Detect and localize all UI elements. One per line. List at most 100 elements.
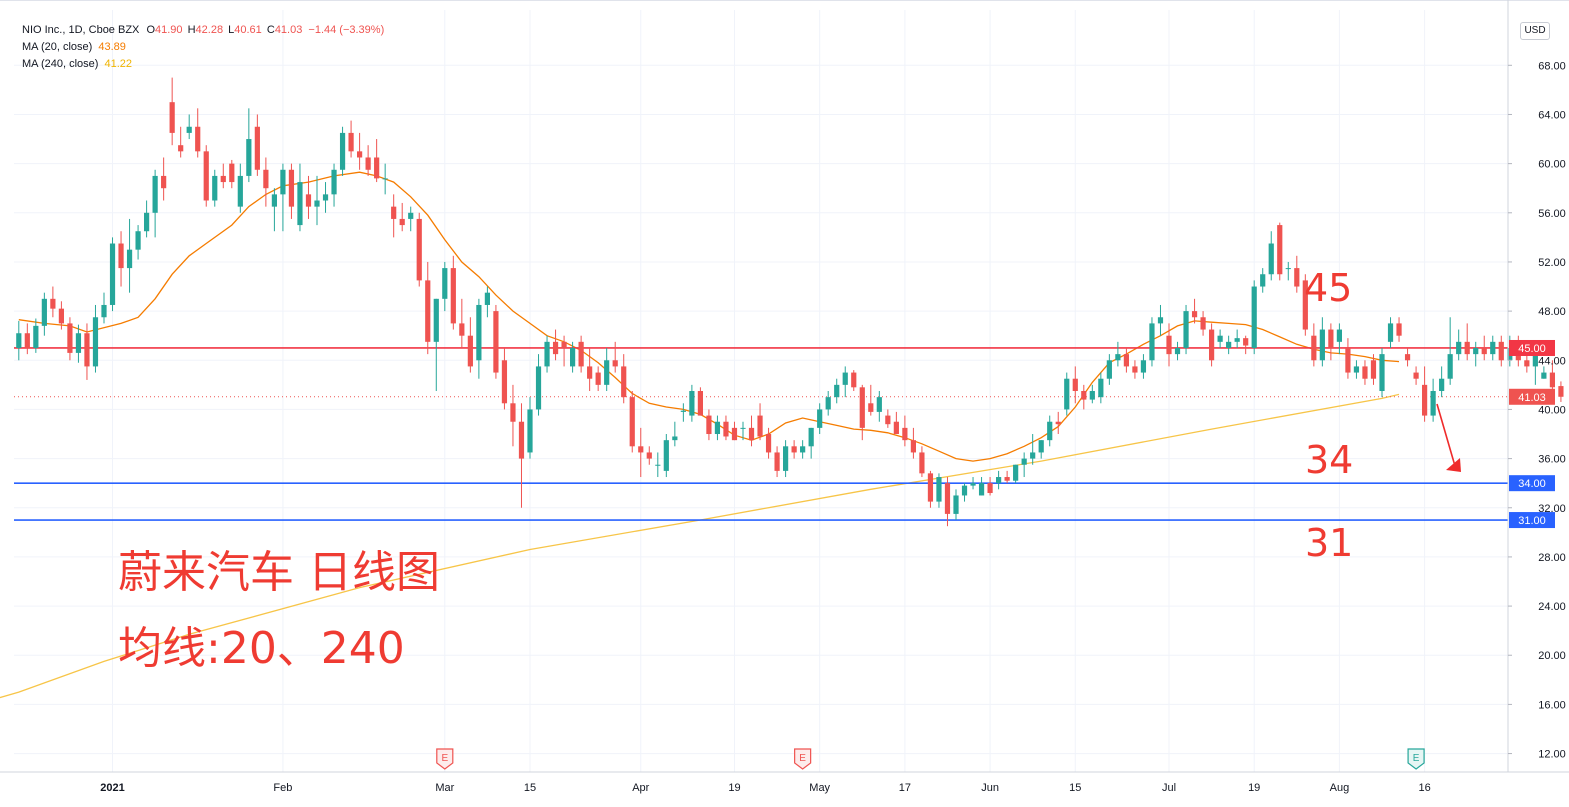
candle [1089,384,1095,404]
candle [212,169,218,207]
candle [1396,317,1402,342]
candle-body [1226,341,1232,348]
time-tick-label: 15 [524,782,536,794]
candle [1277,222,1283,281]
candle [450,255,456,330]
candle-body [740,427,746,429]
candle-body [195,126,201,152]
candle-body [1115,354,1121,361]
candle-body [1140,360,1147,373]
candle [1370,354,1377,385]
candle [1013,464,1019,484]
candle [535,354,542,416]
time-tick-label: 16 [1418,782,1430,794]
candle-body [374,157,380,179]
candle [1166,323,1172,367]
candle [578,335,584,373]
candle [1200,311,1206,336]
candle [399,202,405,232]
candle-body [254,126,260,170]
candle-body [271,194,277,207]
ma240-label: MA (240, close) [22,58,99,70]
price-tick-label: 28.00 [1538,552,1566,564]
candle-body [408,212,414,219]
candle [1541,366,1547,379]
candle [868,384,874,416]
candle-body [118,243,124,269]
candle [1072,366,1078,404]
price-badge [1509,475,1555,492]
candle-body [765,434,772,453]
candle [169,77,175,146]
candle [595,366,601,391]
candle [161,157,167,201]
candle [425,261,431,355]
candle [203,145,209,207]
candle [382,163,388,195]
candle [552,329,559,361]
candle [374,139,380,183]
earnings-marker: E [436,748,454,770]
high-value: 42.28 [195,24,224,36]
candle [706,409,712,441]
candle-body [1285,268,1291,270]
time-tick-label: 19 [728,782,740,794]
candle-body [331,169,337,195]
candle [825,391,831,416]
earnings-marker: E [794,748,812,770]
candle-body [535,366,542,410]
candle-body [416,218,422,281]
candle-body [84,333,90,367]
candle [1558,381,1564,402]
price-badge-label: 45.00 [1518,343,1546,355]
candle-body [663,440,669,471]
candle-body [1447,354,1453,379]
candle-body [1268,243,1274,275]
candle-body [996,477,1002,484]
candle-body [476,304,482,361]
time-tick-label: Aug [1330,782,1350,794]
candle-body [1464,341,1470,355]
currency-button[interactable]: USD [1520,22,1550,40]
candle [186,114,192,140]
candle-body [1064,378,1070,410]
candle [288,163,295,219]
candle-body [101,304,107,318]
candle [1353,360,1360,379]
candle [246,108,252,183]
candle [842,366,848,398]
candle-body [552,341,559,355]
candle-body [1081,391,1087,400]
candle [791,440,797,459]
candle [1098,372,1104,404]
candle [1490,335,1496,361]
candle-body [50,298,56,309]
candle [144,200,150,238]
candle-body [1336,329,1342,342]
candle [237,163,243,213]
candle-body [791,446,797,453]
candle [1311,323,1317,367]
candle [41,292,47,336]
candle-body [1106,360,1112,379]
time-tick-label: 19 [1248,782,1260,794]
candle-body [1379,354,1385,391]
candle-body [1328,329,1334,348]
candle-body [1404,354,1411,361]
ma20-value: 43.89 [98,41,126,53]
candle-body [1047,421,1053,441]
time-tick-label: May [809,782,830,794]
candle-body [399,218,405,226]
candle [885,409,891,428]
candle [1413,366,1419,385]
candle-body [927,473,934,502]
candle-body [126,249,133,269]
top-border [0,0,1569,1]
earnings-marker-label: E [799,753,806,764]
candle-body [1311,335,1317,361]
price-lines [14,347,1508,521]
candle [357,132,363,170]
ma240-row: MA (240, close) 41.22 [22,56,384,73]
candle-body [527,409,533,453]
